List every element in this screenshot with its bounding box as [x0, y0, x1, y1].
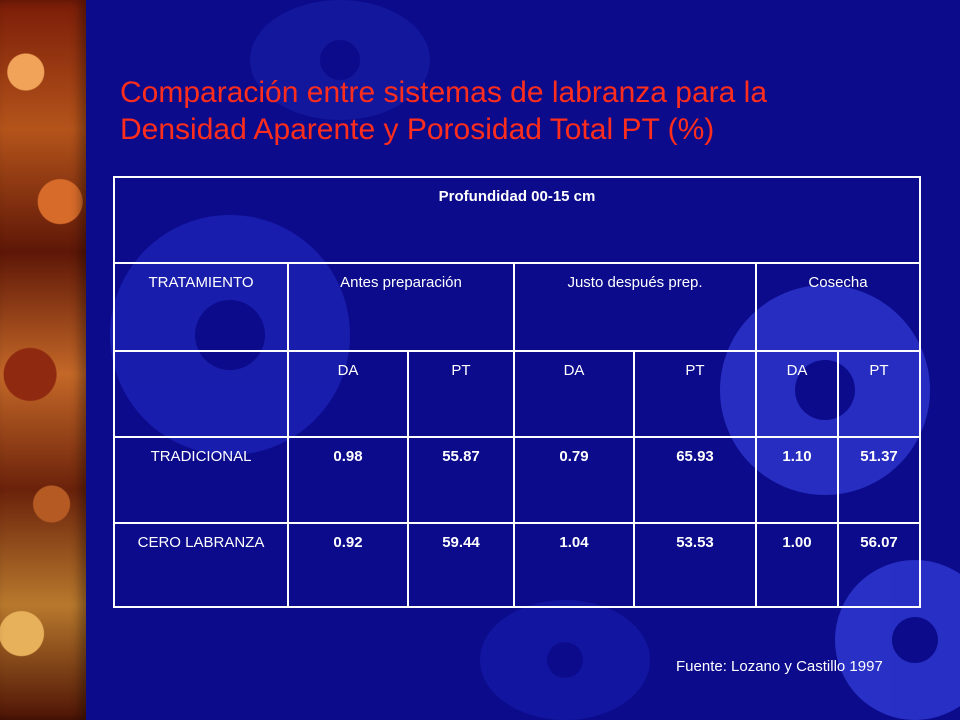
table-cell: 55.87: [407, 436, 515, 524]
table-cell: 59.44: [407, 522, 515, 608]
table-cell: 56.07: [836, 522, 922, 608]
gear-icon: [480, 600, 650, 720]
table-cell: 0.98: [287, 436, 409, 524]
table-cell: 1.00: [755, 522, 839, 608]
header-treatment: TRATAMIENTO: [113, 262, 289, 352]
source-note: Fuente: Lozano y Castillo 1997: [676, 658, 883, 675]
table-cell: 0.92: [287, 522, 409, 608]
table-cell: 51.37: [836, 436, 922, 524]
slide-title: Comparación entre sistemas de labranza p…: [120, 76, 768, 146]
table-cell: 65.93: [633, 436, 757, 524]
table-row: TRADICIONAL 0.98 55.87 0.79 65.93 1.10 5…: [113, 436, 922, 524]
subheader-pt: PT: [407, 350, 515, 438]
header-group-harvest: Cosecha: [754, 262, 922, 352]
table-cell: 1.10: [755, 436, 839, 524]
subheader-da: DA: [755, 350, 839, 438]
data-table: Profundidad 00-15 cm TRATAMIENTO Antes p…: [112, 176, 922, 608]
decorative-left-strip: [0, 0, 86, 720]
header-group-before: Antes preparación: [287, 262, 515, 352]
table-row: CERO LABRANZA 0.92 59.44 1.04 53.53 1.00…: [113, 522, 922, 608]
subheader-pt: PT: [633, 350, 757, 438]
table-cell: 0.79: [513, 436, 635, 524]
subheader-da: DA: [513, 350, 635, 438]
subheader-da: DA: [287, 350, 409, 438]
table-cell: 1.04: [513, 522, 635, 608]
subheader-empty: [113, 350, 289, 438]
table-caption: Profundidad 00-15 cm: [112, 176, 922, 264]
header-group-after: Justo después prep.: [513, 262, 757, 352]
row-treatment: TRADICIONAL: [113, 436, 289, 524]
subheader-pt: PT: [836, 350, 922, 438]
gear-icon: [250, 0, 430, 120]
table-cell: 53.53: [633, 522, 757, 608]
row-treatment: CERO LABRANZA: [113, 522, 289, 608]
